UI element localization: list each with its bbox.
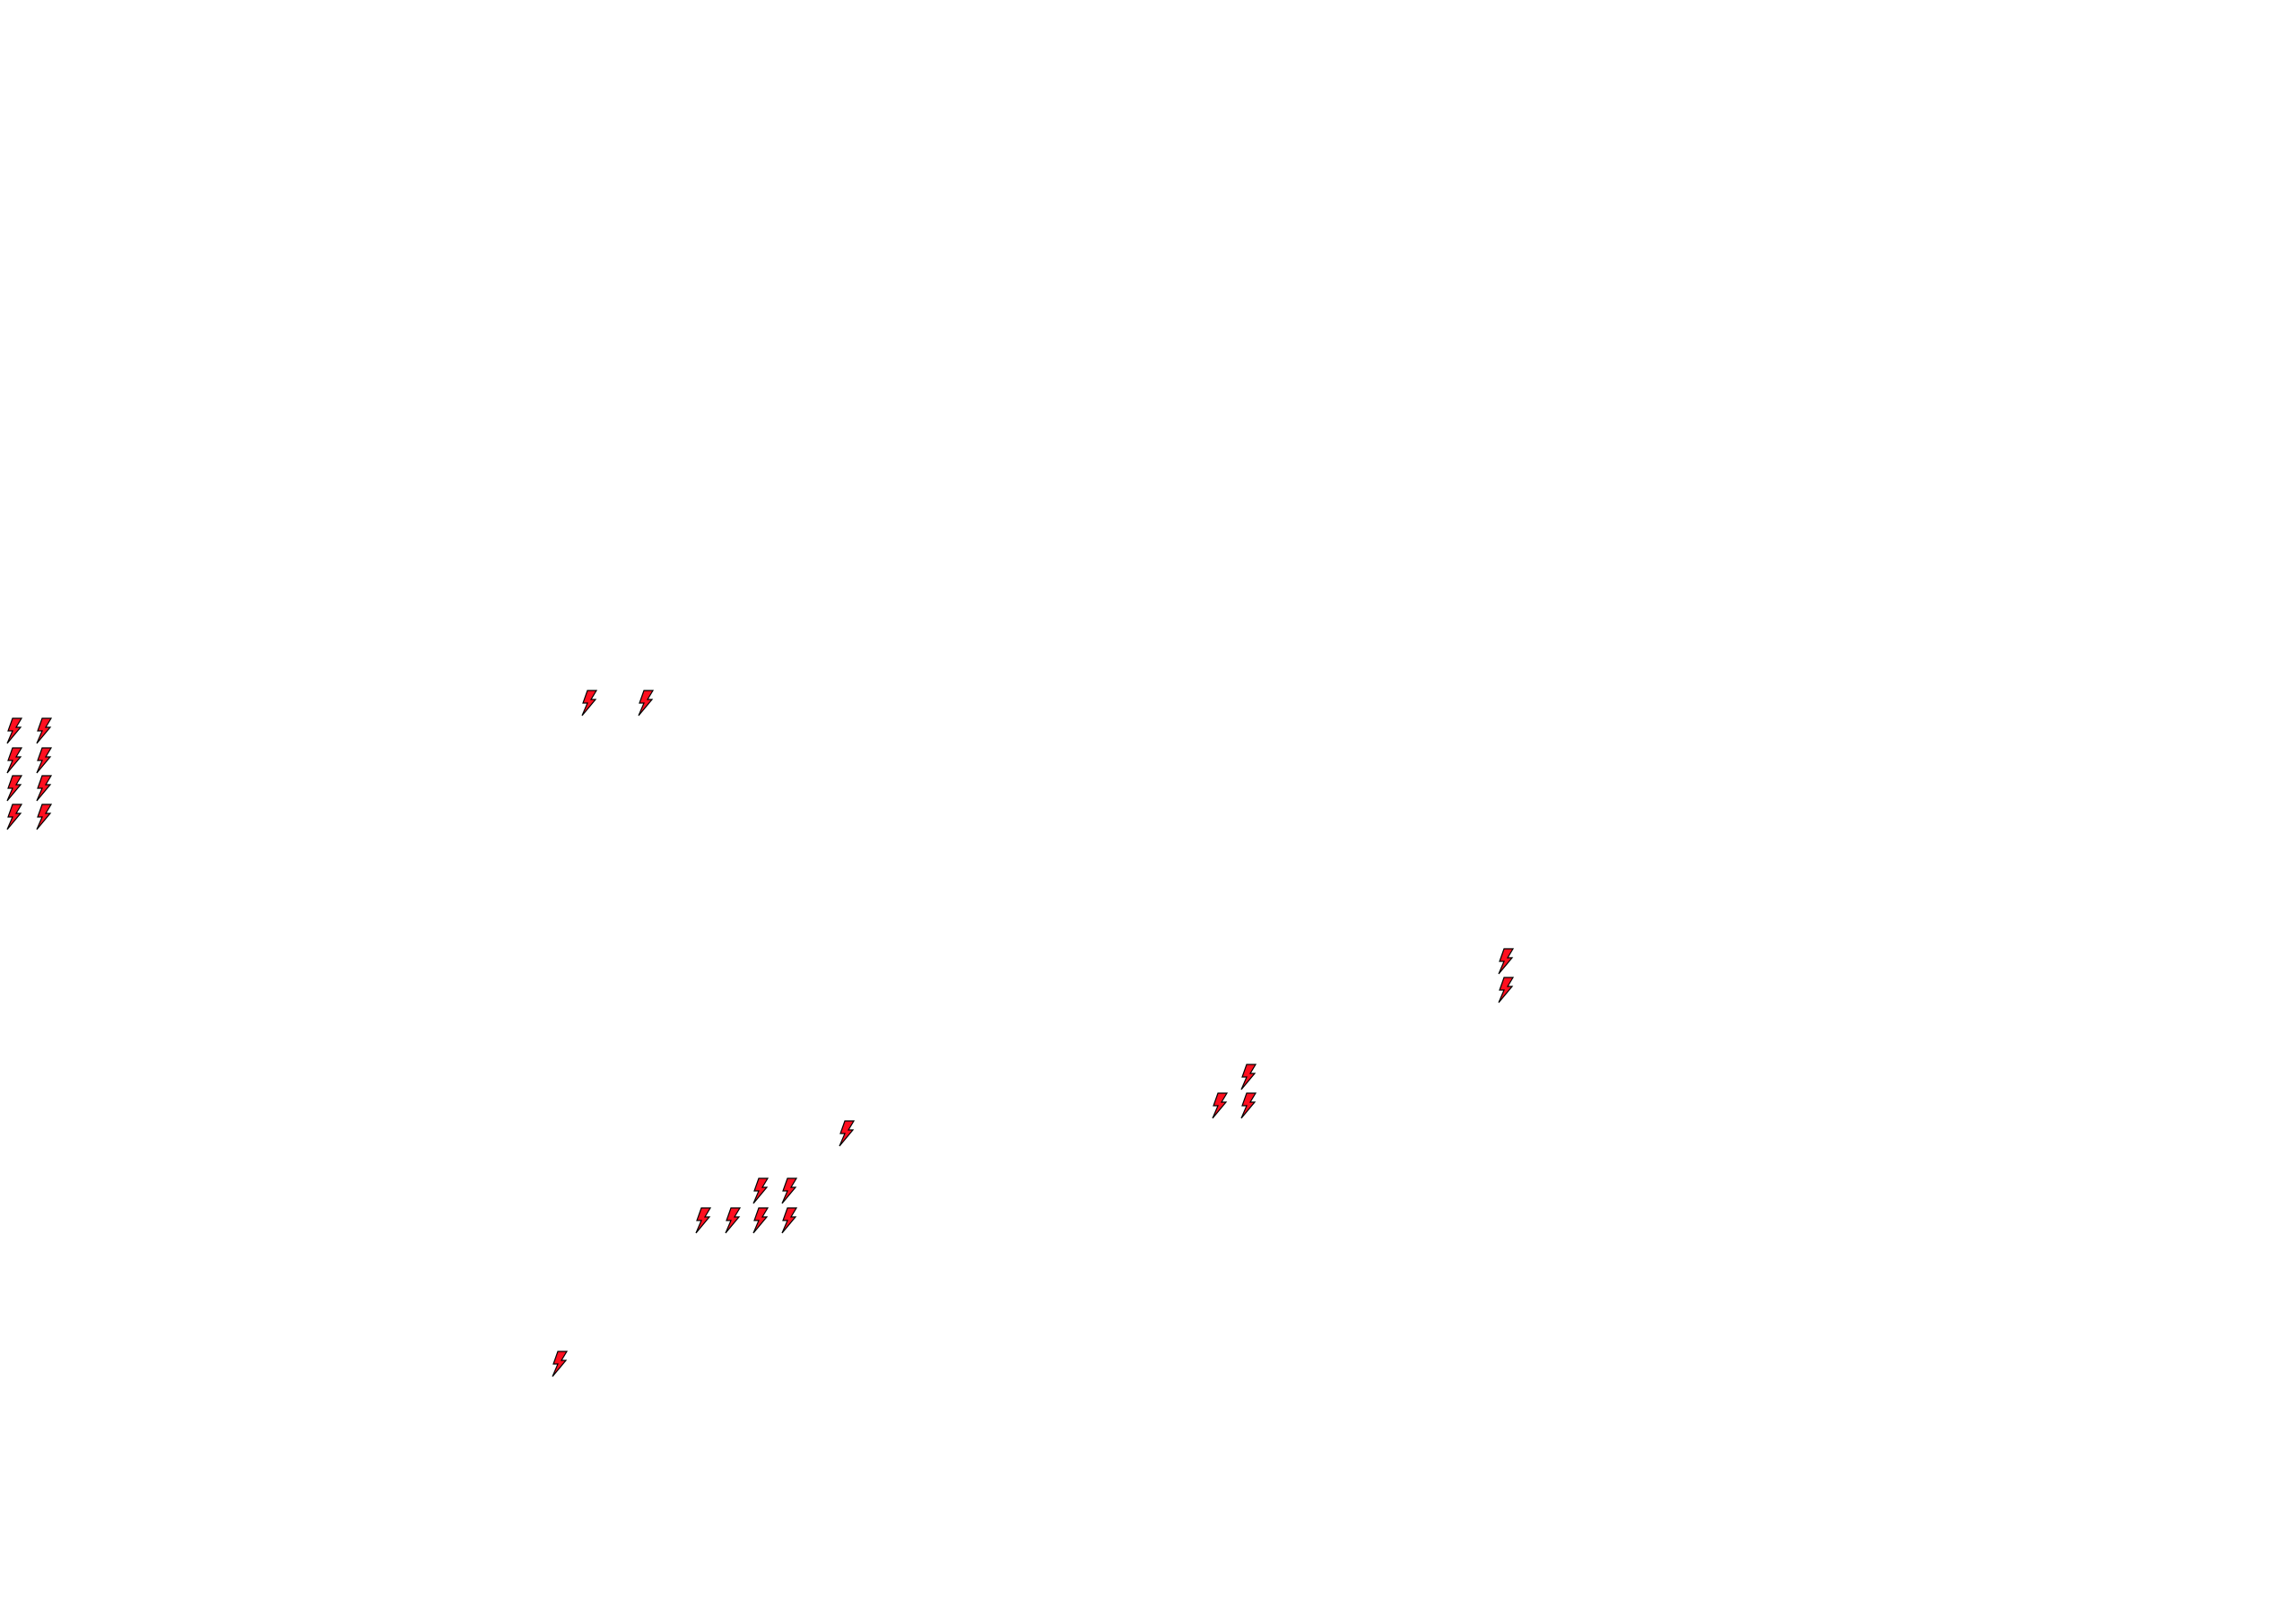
lightning-bolt-icon	[35, 804, 53, 830]
lightning-bolt-icon	[1497, 977, 1515, 1003]
lightning-bolt-icon	[1211, 1092, 1229, 1119]
lightning-bolt-icon	[551, 1351, 569, 1377]
lightning-bolt-icon	[5, 747, 23, 774]
lightning-bolt-icon	[752, 1207, 770, 1234]
lightning-bolt-icon	[694, 1207, 712, 1234]
lightning-bolt-icon	[35, 717, 53, 744]
lightning-bolt-icon	[580, 690, 598, 717]
lightning-bolt-icon	[637, 690, 655, 717]
lightning-bolt-icon	[780, 1207, 798, 1234]
lightning-bolt-icon	[1239, 1092, 1257, 1119]
lightning-bolt-icon	[724, 1207, 742, 1234]
lightning-bolt-icon	[838, 1120, 856, 1147]
lightning-bolt-icon	[780, 1177, 798, 1204]
lightning-bolt-icon	[5, 717, 23, 744]
lightning-bolt-icon	[752, 1177, 770, 1204]
lightning-bolt-icon	[5, 804, 23, 830]
lightning-bolt-icon	[1239, 1064, 1257, 1090]
lightning-bolt-icon	[5, 775, 23, 802]
lightning-bolt-icon	[35, 775, 53, 802]
lightning-bolt-icon	[1497, 948, 1515, 975]
lightning-bolt-icon	[35, 747, 53, 774]
